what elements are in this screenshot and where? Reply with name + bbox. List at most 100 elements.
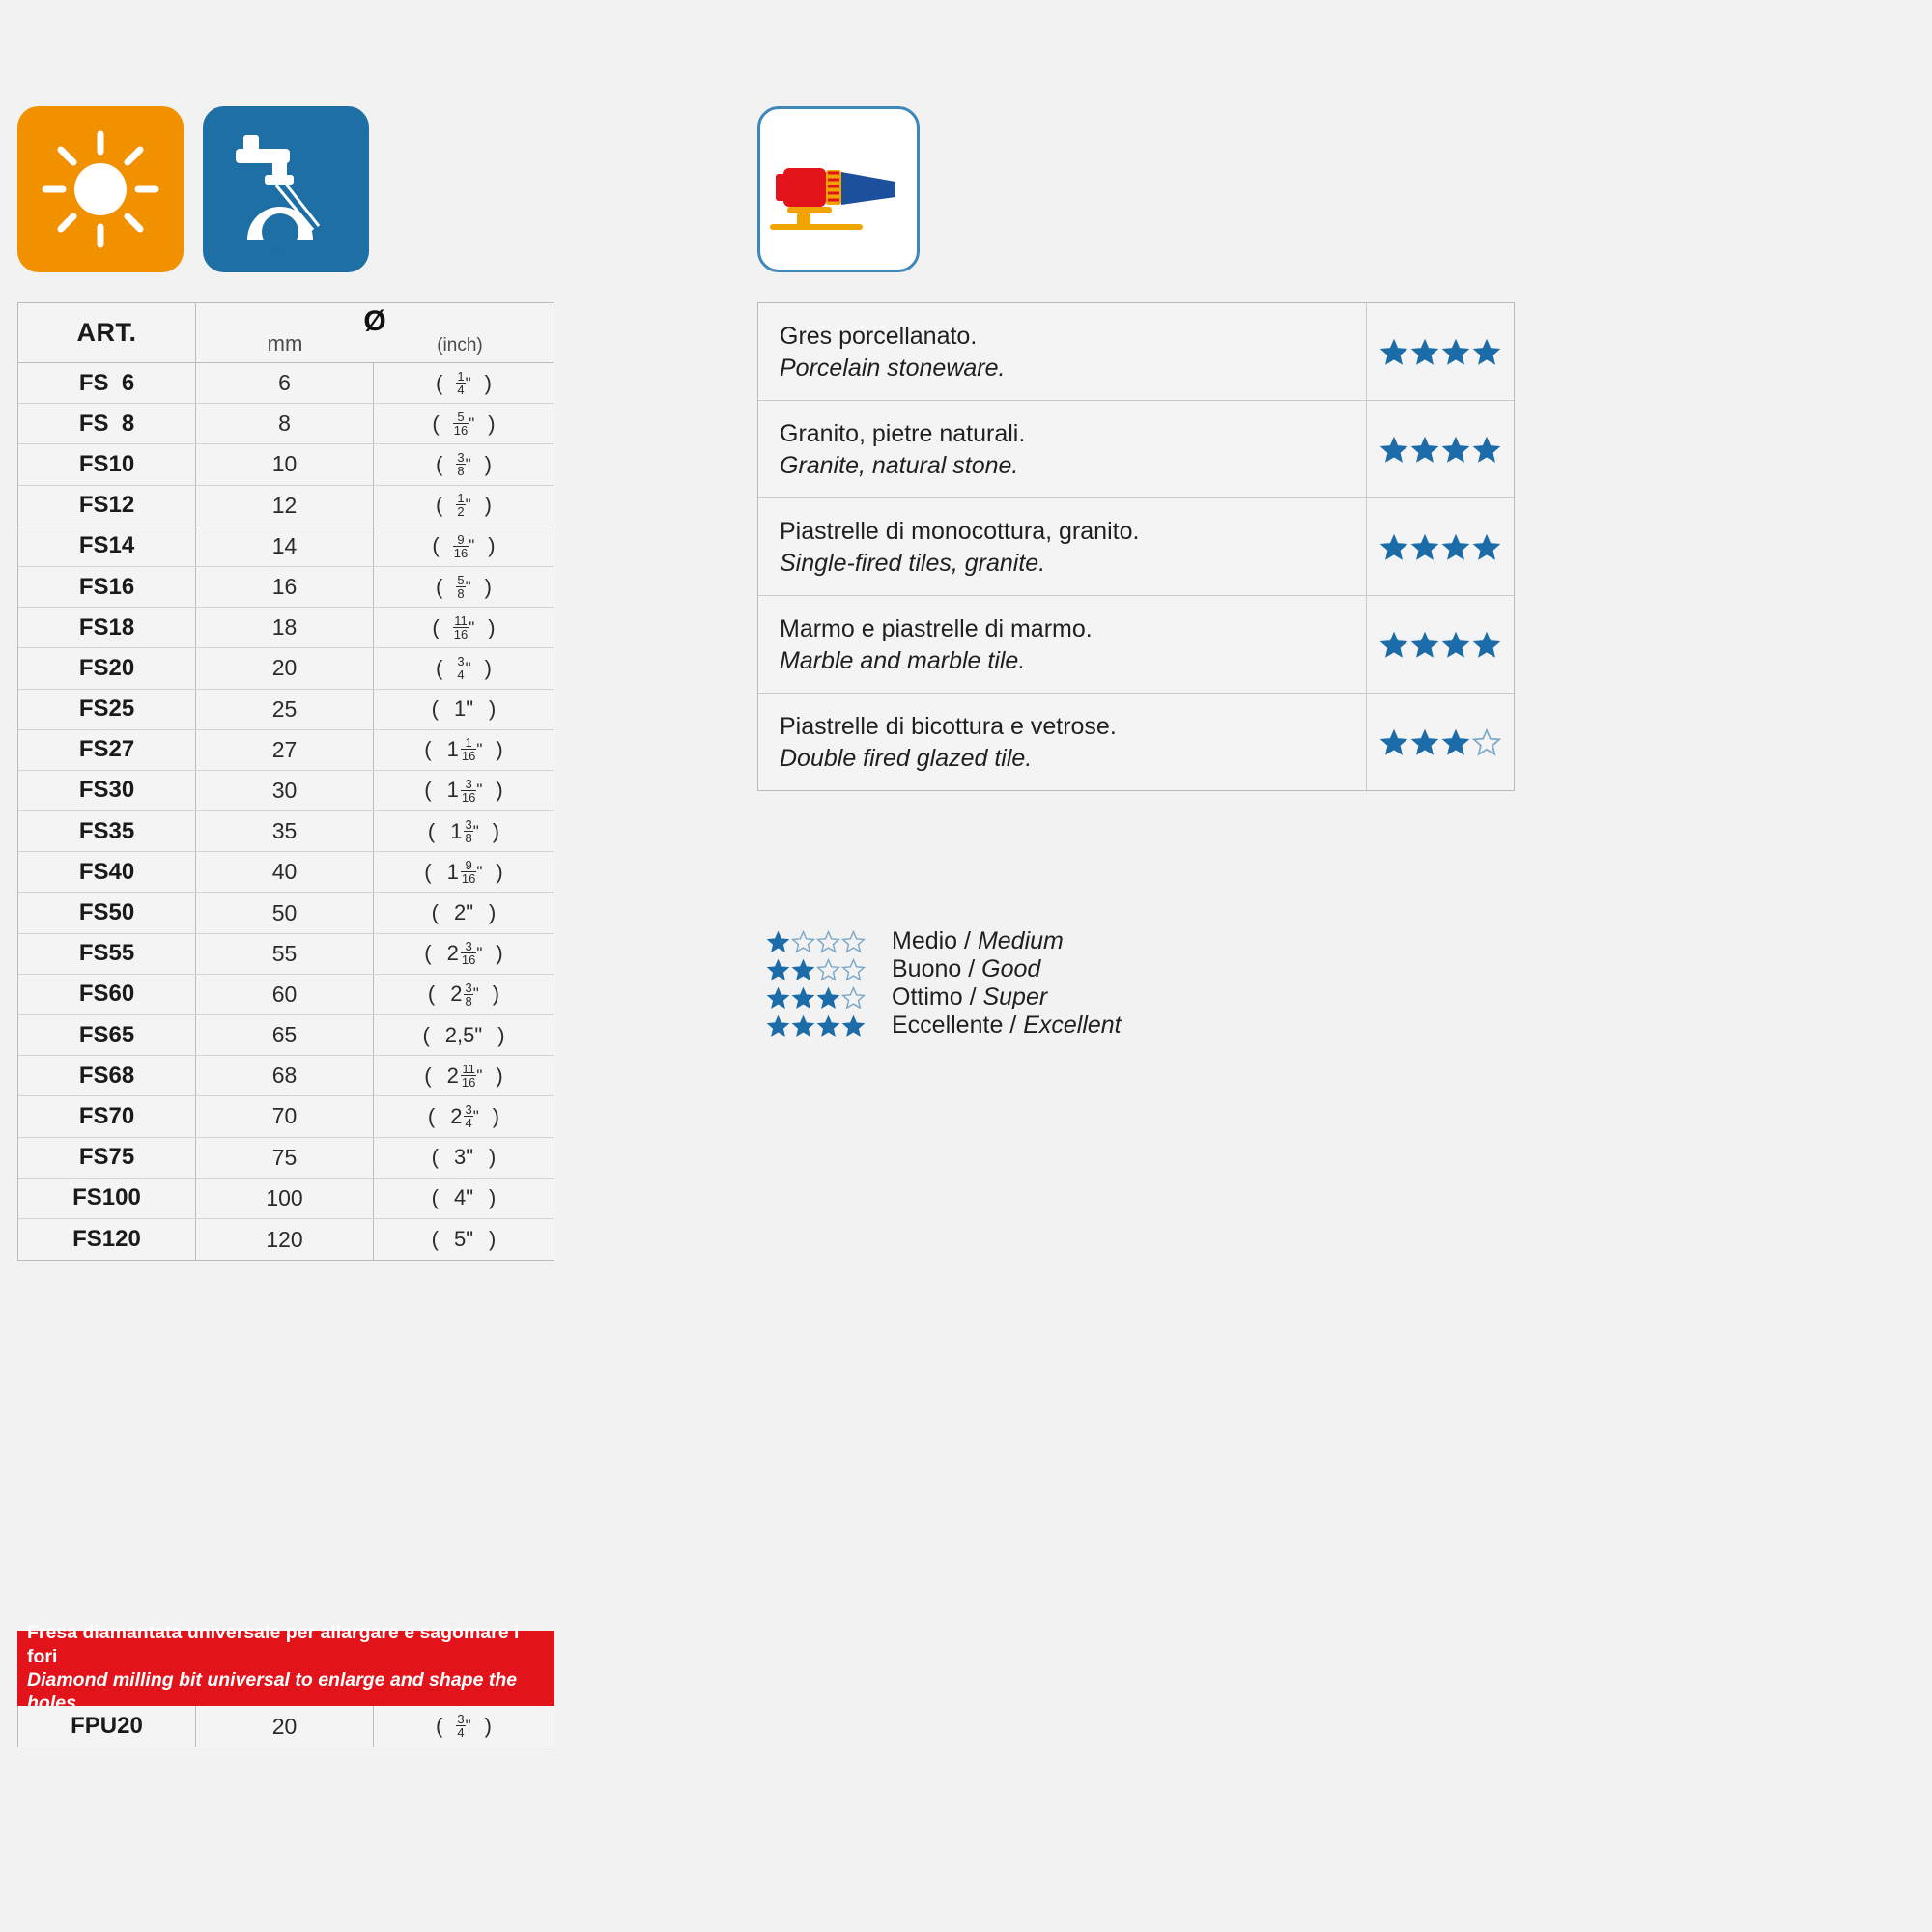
cell-article: FS55 <box>18 933 196 974</box>
cell-article: FS50 <box>18 893 196 933</box>
cell-inch: (2 3 16 ") <box>424 939 503 968</box>
legend-stars <box>766 957 874 981</box>
cell-mm: 12 <box>196 485 374 526</box>
rating-legend-body: Medio / Medium Buono / Good Ottimo / Super… <box>766 927 1122 1039</box>
table-row[interactable]: FS40 40 (1 9 16 ") <box>18 852 554 894</box>
cell-inch: (2") <box>431 900 497 925</box>
star-outline-icon <box>791 929 815 953</box>
specification-table: ART. Ø mm (inch) FS 6 6(1 4 ") FS 8 8(5 16 ") FS… <box>17 302 554 1262</box>
cell-inch: (2 3 8 ") <box>427 980 500 1009</box>
table-row[interactable]: FPU20 20 (3 4 ") <box>18 1706 554 1747</box>
cell-inch: (3 8 ") <box>436 450 492 479</box>
table-row[interactable]: FS16 16 (5 8 ") <box>18 566 554 609</box>
material-italian: Granito, pietre naturali. <box>780 420 1026 447</box>
star-filled-icon <box>791 986 815 1009</box>
table-row[interactable]: FS100 100 (4") <box>18 1178 554 1219</box>
cell-inch: (1 3 8 ") <box>427 816 500 845</box>
table-row[interactable]: FS35 35 (1 3 8 ") <box>18 811 554 853</box>
header-inch: (inch) <box>437 335 483 355</box>
star-outline-icon <box>841 929 866 953</box>
table-row[interactable]: FS25 25 (1") <box>18 689 554 730</box>
diameter-symbol: Ø <box>363 305 386 337</box>
table-row[interactable]: FS12 12 (1 2 ") <box>18 485 554 526</box>
table-row[interactable]: FS68 68 (2 11 16 ") <box>18 1056 554 1097</box>
milling-bit-table: FPU20 20 (3 4 ") <box>17 1706 554 1748</box>
table-row[interactable]: FS 8 8 (5 16 ") <box>18 404 554 445</box>
cell-article: FS20 <box>18 648 196 689</box>
star-filled-icon <box>1410 533 1439 560</box>
star-outline-icon <box>841 957 866 981</box>
star-filled-icon <box>791 958 815 980</box>
cell-article: FS68 <box>18 1056 196 1096</box>
table-row[interactable]: FS30 30 (1 3 16 ") <box>18 770 554 812</box>
table-row[interactable]: FS55 55 (2 3 16 ") <box>18 933 554 975</box>
star-filled-icon <box>1472 338 1501 365</box>
cell-article: FS18 <box>18 608 196 648</box>
material-name: Piastrelle di monocottura, granito. Singl… <box>758 498 1367 595</box>
star-filled-icon <box>1379 533 1408 560</box>
star-filled-icon <box>1472 631 1501 658</box>
star-outline-icon <box>816 957 840 981</box>
cell-mm: 70 <box>196 1096 374 1137</box>
cell-article: FS12 <box>18 485 196 526</box>
cell-inch: (1 4 ") <box>436 368 492 397</box>
table-row[interactable]: FS60 60 (2 3 8 ") <box>18 974 554 1015</box>
cell-mm: 68 <box>196 1056 374 1096</box>
material-name: Gres porcellanato. Porcelain stoneware. <box>758 303 1367 400</box>
table-row[interactable]: FS18 18 (11 16 ") <box>18 608 554 649</box>
rating-legend: Medio / Medium Buono / Good Ottimo / Super… <box>766 927 1122 1039</box>
table-row[interactable]: Granito, pietre naturali. Granite, natura… <box>758 401 1514 498</box>
material-english: Porcelain stoneware. <box>780 355 1006 382</box>
cell-inch: (1 3 16 ") <box>424 776 503 805</box>
star-filled-icon <box>1441 436 1470 463</box>
cell-inch: (5") <box>431 1227 497 1252</box>
table-row[interactable]: FS75 75 (3") <box>18 1137 554 1179</box>
wet-cutting-icon <box>203 106 369 272</box>
cell-article: FS25 <box>18 689 196 729</box>
table-row[interactable]: FS65 65 (2,5") <box>18 1015 554 1057</box>
star-filled-icon <box>816 986 840 1009</box>
cell-article: FS10 <box>18 444 196 485</box>
table-row[interactable]: FS20 20 (3 4 ") <box>18 648 554 690</box>
table-row[interactable]: Piastrelle di bicottura e vetrose. Double… <box>758 694 1514 790</box>
table-row[interactable]: FS120 120 (5") <box>18 1218 554 1261</box>
rating-stars <box>1367 498 1514 595</box>
table-row[interactable]: Piastrelle di monocottura, granito. Singl… <box>758 498 1514 596</box>
legend-item: Eccellente / Excellent <box>766 1011 1122 1039</box>
cell-article: FS40 <box>18 852 196 893</box>
banner-italian-text: Fresa diamantata universale per allargar… <box>27 1622 520 1667</box>
cell-inch: (5 16 ") <box>432 409 496 438</box>
star-filled-icon <box>1410 338 1439 365</box>
cell-article: FS14 <box>18 526 196 566</box>
legend-label: Eccellente / Excellent <box>892 1011 1122 1038</box>
table-row[interactable]: FS70 70 (2 3 4 ") <box>18 1096 554 1138</box>
table-row[interactable]: Marmo e piastrelle di marmo. Marble and m… <box>758 596 1514 694</box>
star-filled-icon <box>1379 631 1408 658</box>
table-row[interactable]: FS14 14 (9 16 ") <box>18 526 554 567</box>
table-row[interactable]: FS10 10 (3 8 ") <box>18 444 554 486</box>
cell-article: FS60 <box>18 974 196 1014</box>
legend-item: Ottimo / Super <box>766 983 1122 1011</box>
star-filled-icon <box>1379 338 1408 365</box>
material-italian: Gres porcellanato. <box>780 323 978 350</box>
cell-article: FS27 <box>18 729 196 770</box>
cell-inch: (4") <box>431 1185 497 1210</box>
cell-article: FS16 <box>18 566 196 608</box>
cell-mm: 20 <box>196 648 374 689</box>
header-diameter: Ø mm (inch) <box>196 303 554 362</box>
star-filled-icon <box>1410 631 1439 658</box>
table-row[interactable]: Gres porcellanato. Porcelain stoneware. <box>758 303 1514 401</box>
cell-article: FS70 <box>18 1096 196 1137</box>
spec-table-header: ART. Ø mm (inch) <box>18 303 554 363</box>
table-row[interactable]: FS27 27 (1 1 16 ") <box>18 729 554 771</box>
cell-mm: 16 <box>196 566 374 608</box>
cell-mm: 8 <box>196 404 374 444</box>
rating-stars <box>1367 596 1514 693</box>
cell-inch: (2,5") <box>422 1022 505 1047</box>
cell-article: FS30 <box>18 770 196 811</box>
cell-inch: (2 11 16 ") <box>424 1061 503 1090</box>
cell-mm: 120 <box>196 1218 374 1261</box>
cell-article: FS35 <box>18 811 196 852</box>
table-row[interactable]: FS50 50 (2") <box>18 893 554 934</box>
table-row[interactable]: FS 6 6 (1 4 ") <box>18 363 554 405</box>
